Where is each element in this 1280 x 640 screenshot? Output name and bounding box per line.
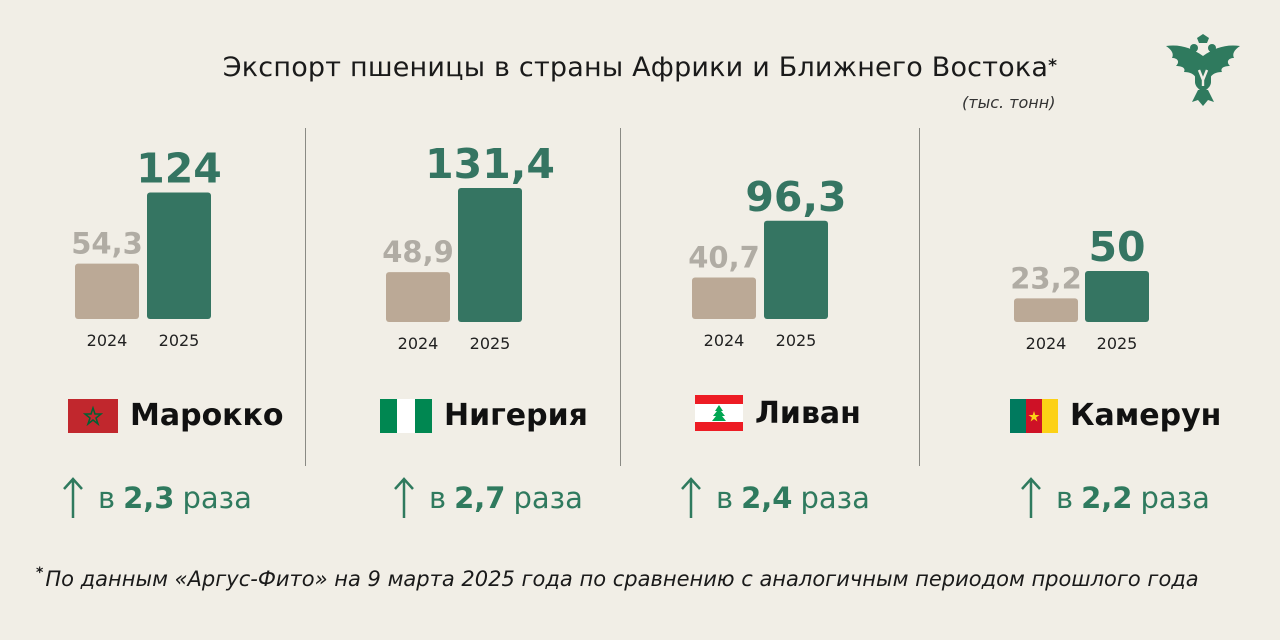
chart-title: Экспорт пшеницы в страны Африки и Ближне…	[222, 52, 1058, 83]
up-arrow-icon	[681, 477, 701, 518]
up-arrow-icon	[63, 477, 83, 518]
bar-nigeria-2024	[386, 272, 450, 322]
country-label-morocco: Марокко	[68, 398, 284, 433]
unit-label: (тыс. тонн)	[962, 93, 1056, 112]
year-label-lebanon-2025: 2025	[776, 331, 817, 350]
value-label-cameroon-2025: 50	[1088, 223, 1145, 271]
country-label-cameroon: Камерун	[1010, 398, 1221, 433]
year-label-nigeria-2025: 2025	[470, 334, 511, 353]
divider	[919, 128, 920, 466]
divider	[620, 128, 621, 466]
bar-cameroon-2025	[1085, 271, 1149, 322]
title-footnote-mark: *	[1048, 56, 1058, 76]
footnote-mark: *	[36, 565, 44, 581]
bar-lebanon-2025	[764, 220, 828, 319]
divider	[305, 128, 306, 466]
growth-label-cameroon: в 2,2 раза	[1020, 476, 1210, 520]
value-label-lebanon-2024: 40,7	[688, 240, 760, 274]
emblem-icon	[1166, 34, 1240, 106]
value-label-nigeria-2024: 48,9	[382, 235, 454, 269]
bar-cameroon-2024	[1014, 298, 1078, 322]
country-label-nigeria: Нигерия	[380, 398, 588, 433]
nigeria-flag-icon	[380, 398, 432, 433]
year-label-cameroon-2025: 2025	[1097, 334, 1138, 353]
cameroon-flag-icon	[1010, 398, 1058, 433]
bar-nigeria-2025	[458, 187, 522, 322]
value-label-morocco-2024: 54,3	[71, 227, 143, 261]
bar-morocco-2024	[75, 263, 139, 319]
bar-morocco-2025	[147, 192, 211, 319]
bar-lebanon-2024	[692, 277, 756, 319]
growth-label-lebanon: в 2,4 раза	[680, 476, 870, 520]
country-label-lebanon: Ливан	[695, 395, 861, 431]
value-label-lebanon-2025: 96,3	[745, 173, 846, 221]
value-label-morocco-2025: 124	[136, 145, 222, 193]
lebanon-flag-icon	[695, 395, 743, 431]
year-label-morocco-2024: 2024	[87, 331, 128, 350]
growth-label-nigeria: в 2,7 раза	[393, 476, 583, 520]
morocco-flag-icon	[68, 398, 118, 433]
up-arrow-icon	[1021, 477, 1041, 518]
year-label-nigeria-2024: 2024	[398, 334, 439, 353]
up-arrow-icon	[394, 477, 414, 518]
year-label-lebanon-2024: 2024	[704, 331, 745, 350]
growth-label-morocco: в 2,3 раза	[62, 476, 252, 520]
value-label-cameroon-2024: 23,2	[1010, 261, 1082, 295]
value-label-nigeria-2025: 131,4	[425, 140, 555, 188]
year-label-morocco-2025: 2025	[159, 331, 200, 350]
year-label-cameroon-2024: 2024	[1026, 334, 1067, 353]
footnote: *По данным «Аргус-Фито» на 9 марта 2025 …	[36, 565, 1199, 591]
